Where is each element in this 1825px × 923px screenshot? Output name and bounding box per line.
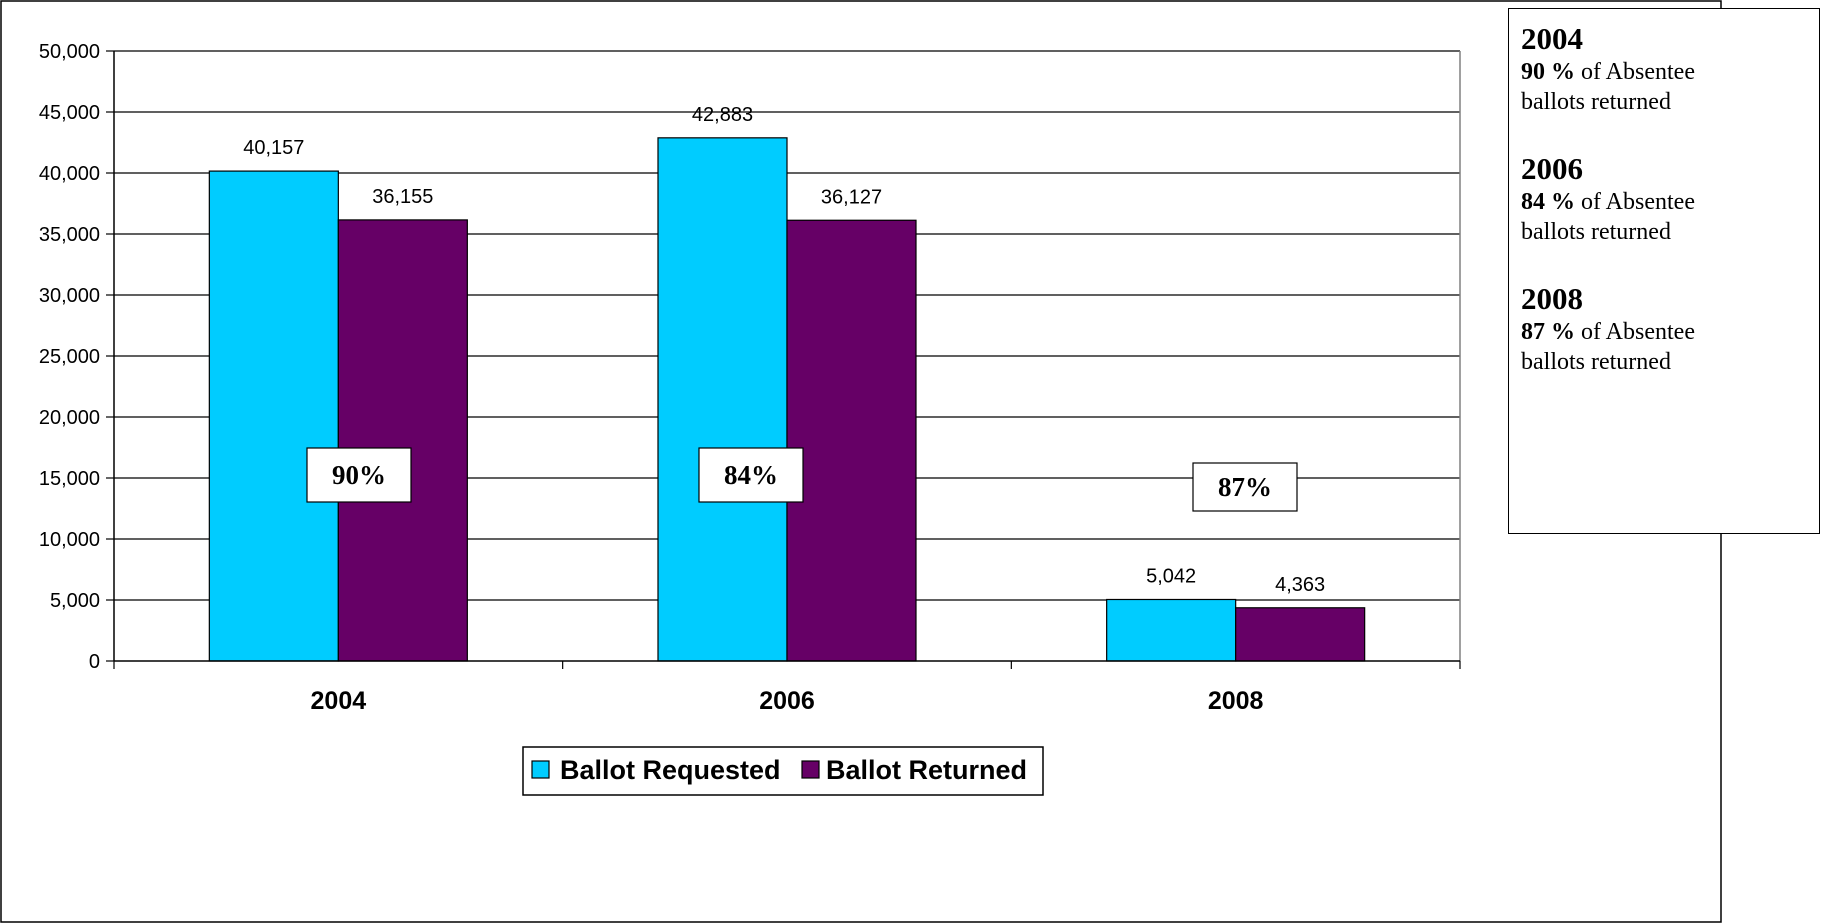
note-year: 2004 [1521, 21, 1583, 56]
percent-annotation-box [1192, 462, 1298, 512]
percent-annotation-text: 84% [724, 460, 778, 490]
data-label: 4,363 [1275, 574, 1325, 596]
note-year: 2008 [1521, 281, 1583, 316]
y-tick-label: 20,000 [39, 407, 100, 429]
data-label: 36,155 [372, 186, 433, 208]
legend-box [522, 746, 1044, 796]
legend-label: Ballot Requested [560, 755, 781, 785]
note-line-1: 90 % of Absentee [1521, 57, 1809, 87]
note-line-1: 87 % of Absentee [1521, 317, 1809, 347]
percent-annotation-box [698, 447, 804, 503]
y-tick-label: 10,000 [39, 529, 100, 551]
note-year: 2006 [1521, 151, 1583, 186]
note-line-1: 84 % of Absentee [1521, 187, 1809, 217]
bar [1106, 598, 1237, 662]
annotation-note-box: 2004 90 % of Absentee ballots returned 2… [1508, 8, 1820, 534]
note-text: of Absentee [1575, 319, 1695, 345]
y-tick-label: 15,000 [39, 468, 100, 490]
note-2008: 2008 87 % of Absentee ballots returned [1521, 281, 1809, 377]
x-category-label: 2008 [1208, 687, 1264, 715]
data-label: 42,883 [692, 104, 753, 126]
percent-annotation-box [306, 447, 412, 503]
x-category-label: 2006 [759, 687, 815, 715]
bar [786, 219, 917, 662]
note-2006: 2006 84 % of Absentee ballots returned [1521, 151, 1809, 247]
x-category-label: 2004 [311, 687, 367, 715]
y-tick-label: 0 [89, 651, 100, 673]
percent-annotation-text: 87% [1218, 472, 1272, 502]
note-percent: 90 % [1521, 59, 1575, 85]
note-2004: 2004 90 % of Absentee ballots returned [1521, 21, 1809, 117]
note-line-2: ballots returned [1521, 219, 1671, 245]
legend-swatch [531, 760, 550, 779]
legend-swatch [801, 760, 820, 779]
note-text: of Absentee [1575, 189, 1695, 215]
y-tick-label: 40,000 [39, 163, 100, 185]
y-tick-label: 30,000 [39, 285, 100, 307]
data-label: 5,042 [1146, 565, 1196, 587]
bar [208, 170, 339, 662]
note-percent: 84 % [1521, 189, 1575, 215]
bar [337, 219, 468, 662]
y-tick-label: 35,000 [39, 224, 100, 246]
bar [1235, 607, 1366, 662]
y-tick-label: 25,000 [39, 346, 100, 368]
percent-annotation-text: 90% [332, 460, 386, 490]
y-tick-label: 5,000 [50, 590, 100, 612]
note-percent: 87 % [1521, 319, 1575, 345]
legend-label: Ballot Returned [826, 755, 1027, 785]
note-line-2: ballots returned [1521, 89, 1671, 115]
note-text: of Absentee [1575, 59, 1695, 85]
data-label: 40,157 [243, 137, 304, 159]
bar [657, 137, 788, 662]
data-label: 36,127 [821, 186, 882, 208]
y-tick-label: 45,000 [39, 102, 100, 124]
note-line-2: ballots returned [1521, 349, 1671, 375]
y-tick-label: 50,000 [39, 41, 100, 63]
